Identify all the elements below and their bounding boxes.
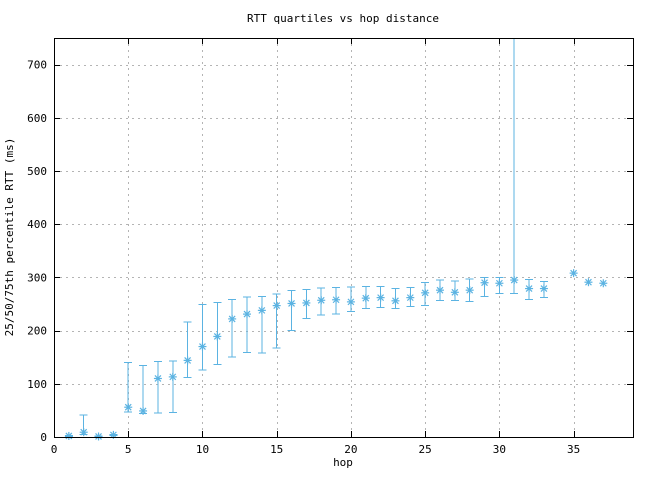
data-point-marker (480, 278, 489, 287)
data-point-marker (153, 374, 162, 383)
data-point-marker (228, 314, 237, 323)
data-point-marker (436, 286, 444, 295)
y-tick-label: 600 (27, 112, 47, 125)
y-axis-label: 25/50/75th percentile RTT (ms) (3, 138, 16, 337)
data-point-marker (391, 296, 400, 305)
data-point-marker (243, 310, 251, 319)
data-point-marker (421, 288, 430, 297)
data-point-marker (361, 294, 370, 303)
y-tick-label: 100 (27, 378, 47, 391)
data-point-marker (213, 332, 222, 341)
data-point-marker (198, 342, 207, 351)
data-point-marker (109, 430, 118, 439)
x-axis-label: hop (333, 456, 353, 469)
data-point-marker (139, 406, 148, 415)
x-tick-label: 5 (125, 443, 132, 456)
x-tick-label: 15 (270, 443, 283, 456)
data-point-marker (317, 296, 326, 305)
data-point-marker (599, 279, 608, 288)
data-point-marker (584, 278, 593, 287)
y-tick-label: 0 (40, 431, 47, 444)
data-point-marker (94, 432, 103, 441)
data-point-marker (539, 284, 548, 293)
data-point-marker (302, 298, 311, 307)
x-tick-label: 0 (51, 443, 58, 456)
y-tick-label: 300 (27, 271, 47, 284)
x-tick-label: 30 (493, 443, 506, 456)
data-point-marker (510, 276, 519, 285)
x-tick-label: 25 (419, 443, 432, 456)
data-point-marker (287, 299, 296, 308)
data-point-marker (406, 293, 415, 302)
data-point-marker (332, 295, 341, 304)
data-point-marker (183, 356, 192, 365)
data-point-marker (79, 428, 88, 437)
data-point-marker (465, 286, 474, 295)
data-point-marker (272, 301, 281, 310)
data-point-marker (569, 269, 578, 278)
data-point-marker (450, 288, 459, 297)
data-point-marker (64, 431, 73, 440)
x-tick-label: 10 (196, 443, 209, 456)
x-tick-label: 20 (344, 443, 357, 456)
y-tick-label: 700 (27, 59, 47, 72)
data-point-marker (168, 372, 177, 381)
data-point-marker (124, 403, 133, 412)
data-point-marker (257, 306, 266, 315)
y-tick-label: 500 (27, 165, 47, 178)
y-tick-label: 400 (27, 218, 47, 231)
chart-title: RTT quartiles vs hop distance (247, 12, 439, 25)
x-tick-label: 35 (567, 443, 580, 456)
data-point-marker (346, 297, 355, 306)
plot-area: 0 5 10 15 20 25 30 35 0 100 200 300 400 500 600 700 (27, 38, 634, 456)
data-point-marker (495, 279, 504, 288)
plot-border (54, 38, 634, 438)
data-point-marker (376, 293, 385, 302)
data-point-marker (525, 284, 534, 293)
y-tick-label: 200 (27, 325, 47, 338)
